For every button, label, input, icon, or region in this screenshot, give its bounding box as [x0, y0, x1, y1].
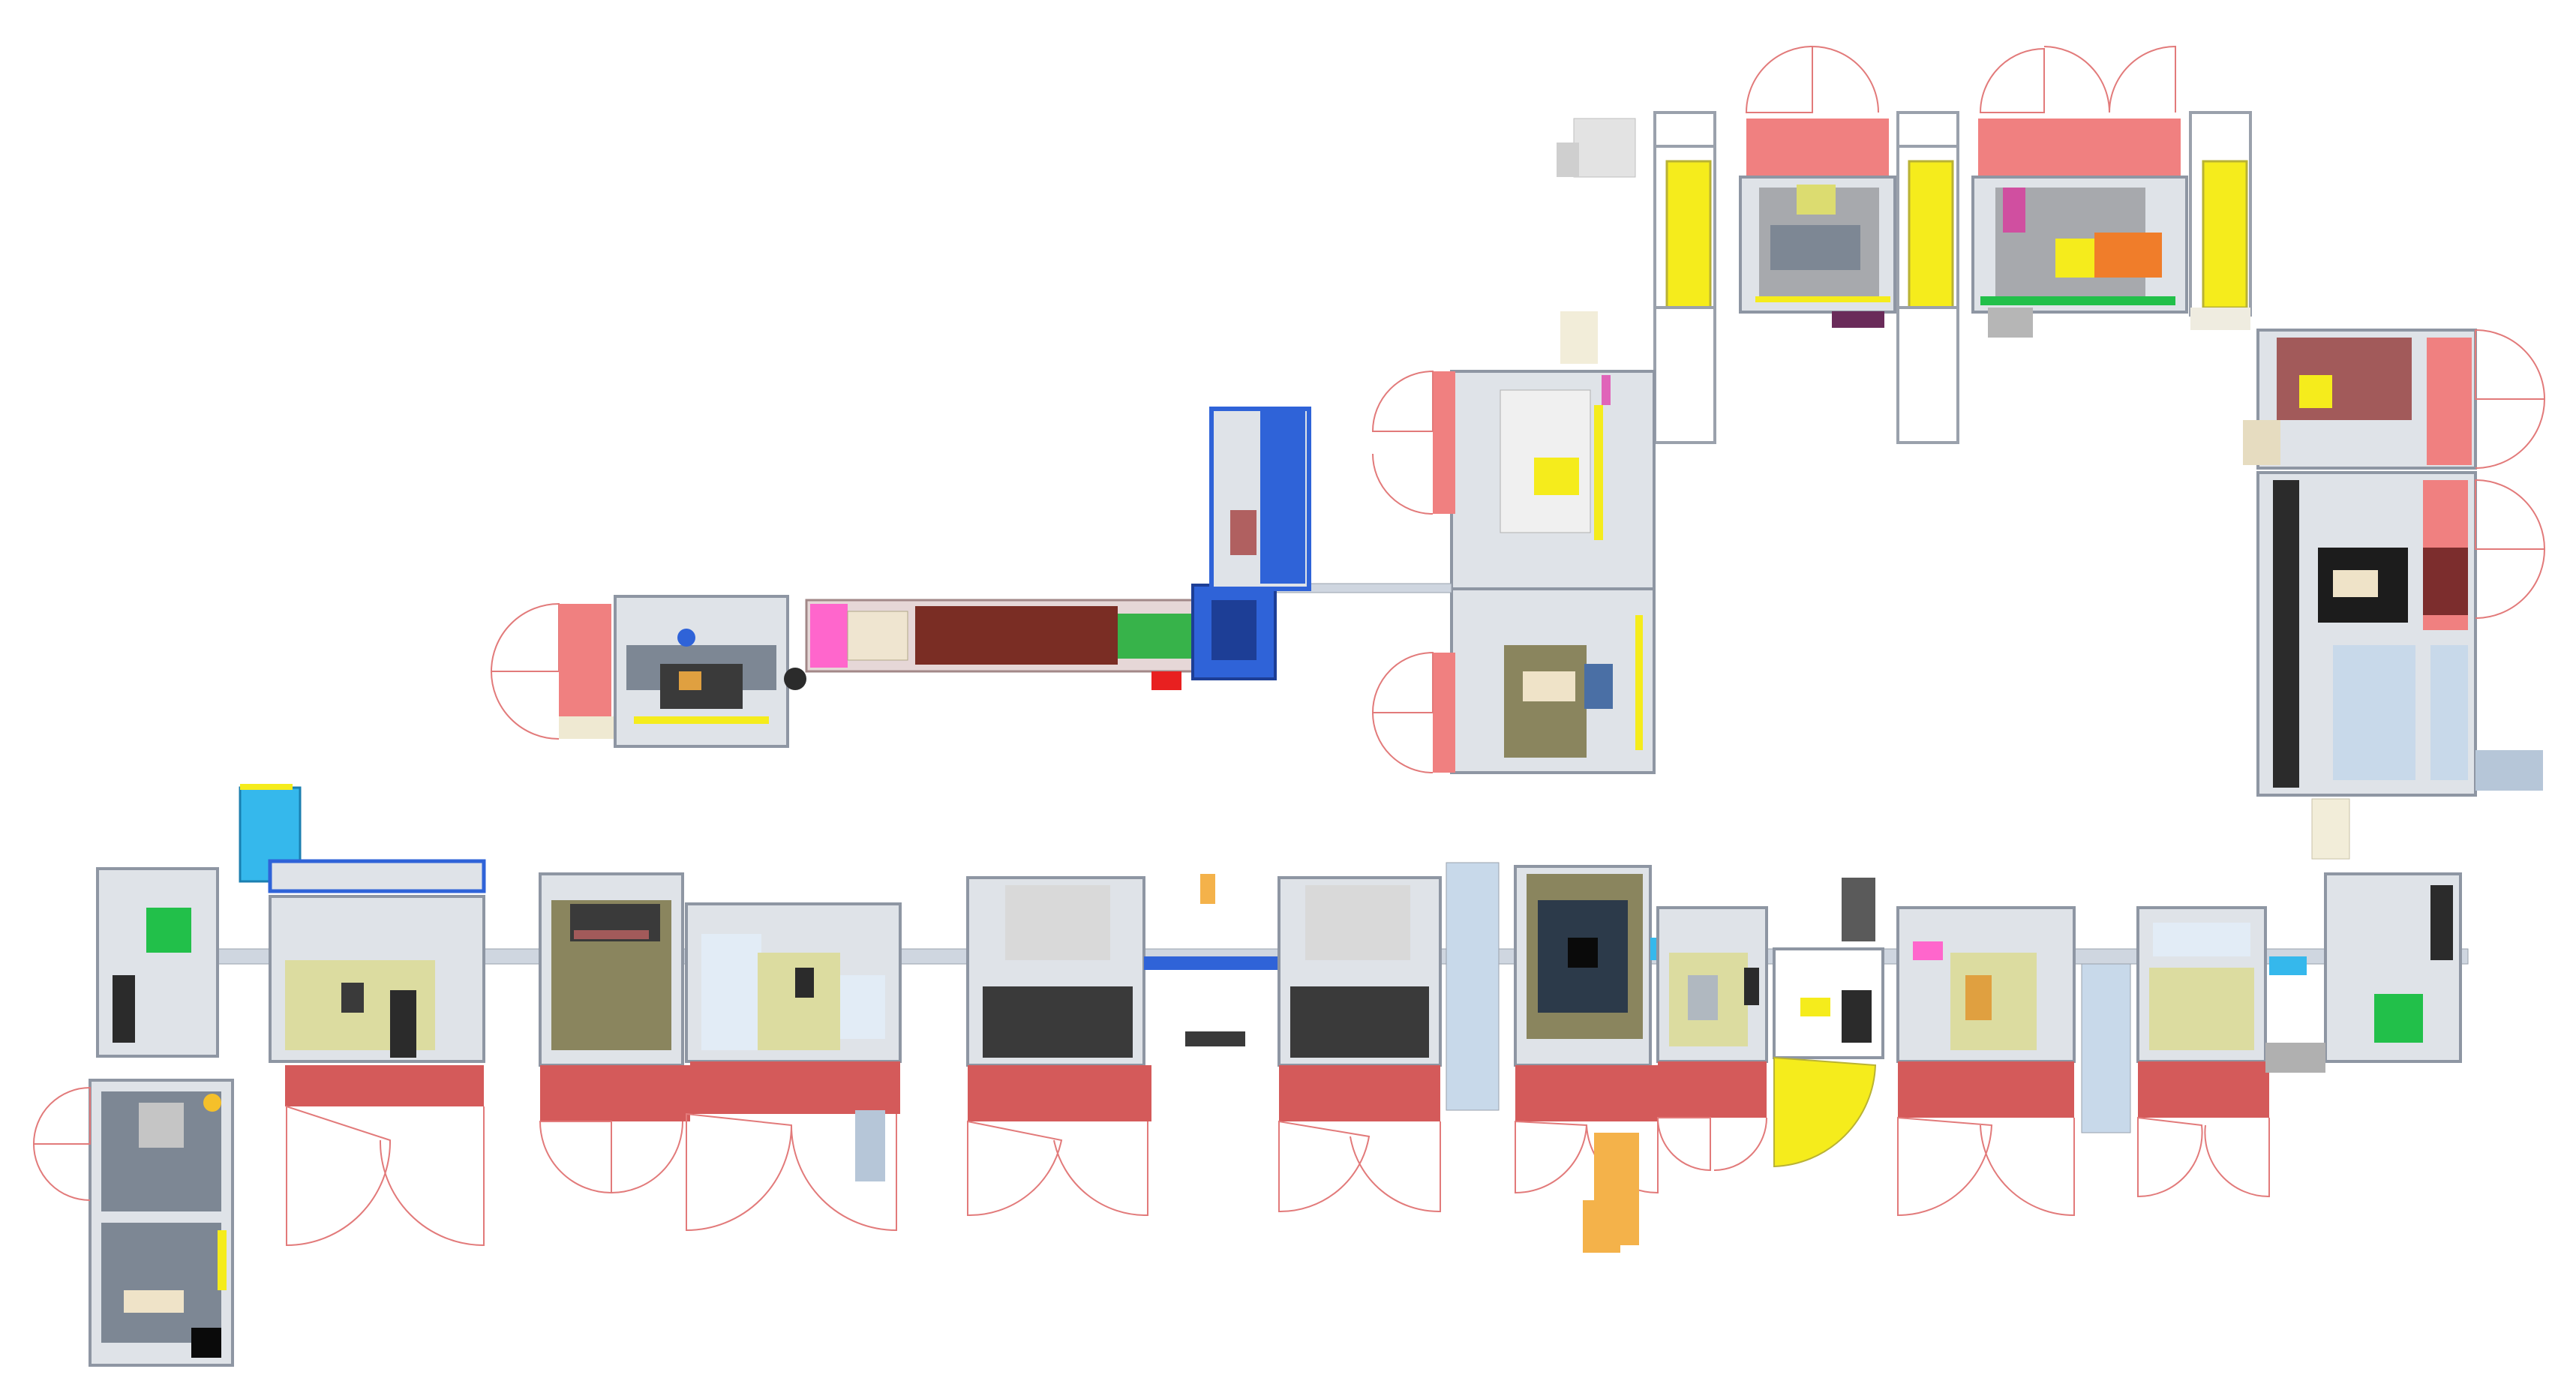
red-guard-panel — [1746, 119, 1889, 177]
station-a — [268, 859, 486, 1247]
station-j — [2136, 906, 2270, 1198]
right-vertical-section — [2256, 471, 2546, 797]
brown-conveyor — [915, 606, 1118, 665]
blue-conveyor — [1144, 956, 1279, 970]
orange-robot — [2094, 233, 2162, 278]
green-conveyor — [1118, 614, 1200, 659]
station-machine-2 — [1739, 45, 1896, 328]
station-c — [685, 902, 902, 1232]
column — [1446, 862, 1500, 1111]
top-right-line — [1557, 45, 2546, 860]
left-conveyor-line — [490, 407, 1311, 748]
cart — [2311, 798, 2350, 860]
station-yellow-5 — [2189, 111, 2252, 330]
station-b — [539, 872, 690, 1194]
cabinet-box-side — [1557, 143, 1579, 177]
station-e — [1277, 876, 1442, 1213]
station-i — [1896, 906, 2076, 1217]
station-yellow-3 — [1896, 111, 1959, 444]
station-yellow-1 — [1653, 111, 1716, 444]
cabinet-box — [1573, 118, 1636, 178]
yellow-door-sweep — [1773, 1056, 1877, 1168]
station-g — [1656, 906, 1768, 1172]
station-right-end — [2265, 872, 2462, 1073]
left-stack — [32, 867, 234, 1367]
tool-cart — [1560, 311, 1598, 364]
station-d — [966, 876, 1151, 1217]
station-f — [1514, 865, 1684, 1253]
bottom-main-line — [32, 784, 2469, 1367]
upper-middle-stations — [1371, 311, 1656, 774]
corner-station-right — [2243, 329, 2546, 470]
station-robot-4 — [1971, 45, 2188, 338]
station-h — [1773, 878, 1884, 1168]
column-2 — [2081, 963, 2131, 1133]
